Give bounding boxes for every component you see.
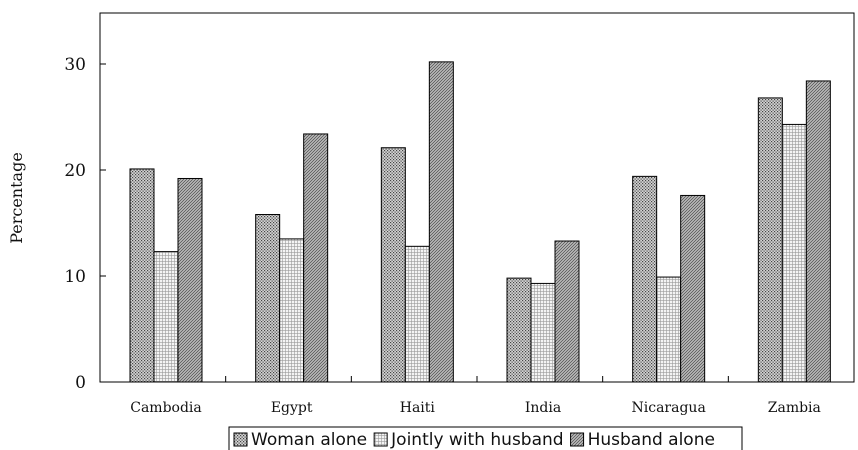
x-category-label: Zambia xyxy=(768,400,821,416)
bar-nicaragua-jointly-with-husband xyxy=(656,276,682,383)
bar-egypt-jointly-with-husband xyxy=(279,238,305,383)
x-category-label: Haiti xyxy=(400,400,436,416)
bar-india-husband-alone xyxy=(554,240,580,383)
legend-label: Jointly with husband xyxy=(390,430,563,450)
y-tick-label: 20 xyxy=(64,161,86,181)
bar-haiti-husband-alone xyxy=(428,61,454,383)
legend: Woman alone Jointly with husband Husband a… xyxy=(228,426,743,450)
bar-zambia-woman-alone xyxy=(757,97,783,383)
x-category-label: India xyxy=(525,400,561,416)
bar-haiti-woman-alone xyxy=(380,147,406,383)
y-axis: 0 10 20 30 xyxy=(64,55,106,393)
bar-cambodia-woman-alone xyxy=(129,168,155,383)
bar-haiti-jointly-with-husband xyxy=(404,245,430,383)
bar-cambodia-jointly-with-husband xyxy=(153,251,179,383)
legend-label: Husband alone xyxy=(588,430,715,450)
bar-india-woman-alone xyxy=(506,277,532,383)
bar-india-jointly-with-husband xyxy=(530,282,556,383)
y-tick-label: 30 xyxy=(64,55,86,75)
legend-swatch xyxy=(233,432,248,447)
bar-nicaragua-husband-alone xyxy=(680,194,706,383)
y-tick-label: 10 xyxy=(64,267,86,287)
bar-cambodia-husband-alone xyxy=(177,177,203,383)
y-axis-label: Percentage xyxy=(7,152,26,244)
bar-zambia-jointly-with-husband xyxy=(781,123,807,383)
bar-zambia-husband-alone xyxy=(805,80,831,383)
legend-box xyxy=(228,426,743,450)
plot-frame xyxy=(99,12,855,383)
x-category-label: Nicaragua xyxy=(632,400,706,416)
x-axis: Cambodia Egypt Haiti India Nicaragua Zambia xyxy=(99,376,821,416)
legend-swatch xyxy=(373,432,388,447)
legend-swatch xyxy=(570,432,585,447)
x-category-label: Egypt xyxy=(271,400,313,416)
legend-label: Woman alone xyxy=(251,430,367,450)
x-category-label: Cambodia xyxy=(130,400,202,416)
bar-nicaragua-woman-alone xyxy=(632,175,658,383)
bars xyxy=(129,61,831,383)
y-tick-label: 0 xyxy=(75,373,86,393)
bar-egypt-husband-alone xyxy=(303,133,329,383)
bar-egypt-woman-alone xyxy=(255,214,281,383)
